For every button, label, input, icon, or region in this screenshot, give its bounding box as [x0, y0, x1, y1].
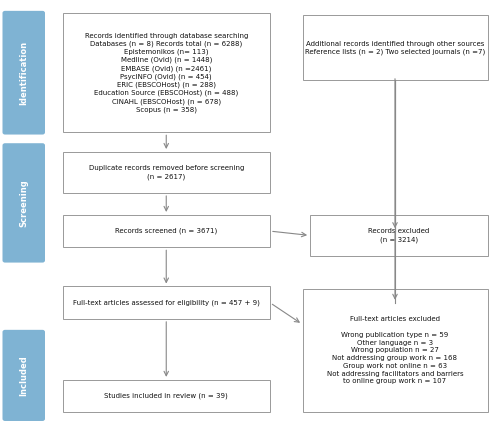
Text: Additional records identified through other sources
Reference lists (n = 2) Two : Additional records identified through ot… [305, 41, 485, 55]
Text: Records screened (n = 3671): Records screened (n = 3671) [115, 228, 218, 234]
FancyBboxPatch shape [302, 15, 488, 80]
FancyBboxPatch shape [310, 215, 488, 256]
FancyBboxPatch shape [302, 289, 488, 412]
Text: Duplicate records removed before screening
(n = 2617): Duplicate records removed before screeni… [88, 165, 244, 180]
FancyBboxPatch shape [62, 13, 270, 132]
Text: Records identified through database searching
Databases (n = 8) Records total (n: Records identified through database sear… [84, 33, 248, 113]
FancyBboxPatch shape [2, 330, 45, 421]
Text: Studies included in review (n = 39): Studies included in review (n = 39) [104, 393, 228, 399]
Text: Screening: Screening [19, 179, 28, 227]
FancyBboxPatch shape [62, 286, 270, 319]
Text: Identification: Identification [19, 41, 28, 105]
FancyBboxPatch shape [62, 380, 270, 412]
Text: Records excluded
(n = 3214): Records excluded (n = 3214) [368, 228, 430, 243]
FancyBboxPatch shape [2, 11, 45, 135]
Text: Full-text articles assessed for eligibility (n = 457 + 9): Full-text articles assessed for eligibil… [73, 299, 260, 306]
FancyBboxPatch shape [2, 143, 45, 263]
FancyBboxPatch shape [62, 215, 270, 247]
Text: Full-text articles excluded

Wrong publication type n = 59
Other language n = 3
: Full-text articles excluded Wrong public… [326, 316, 464, 385]
Text: Included: Included [19, 355, 28, 396]
FancyBboxPatch shape [62, 152, 270, 193]
